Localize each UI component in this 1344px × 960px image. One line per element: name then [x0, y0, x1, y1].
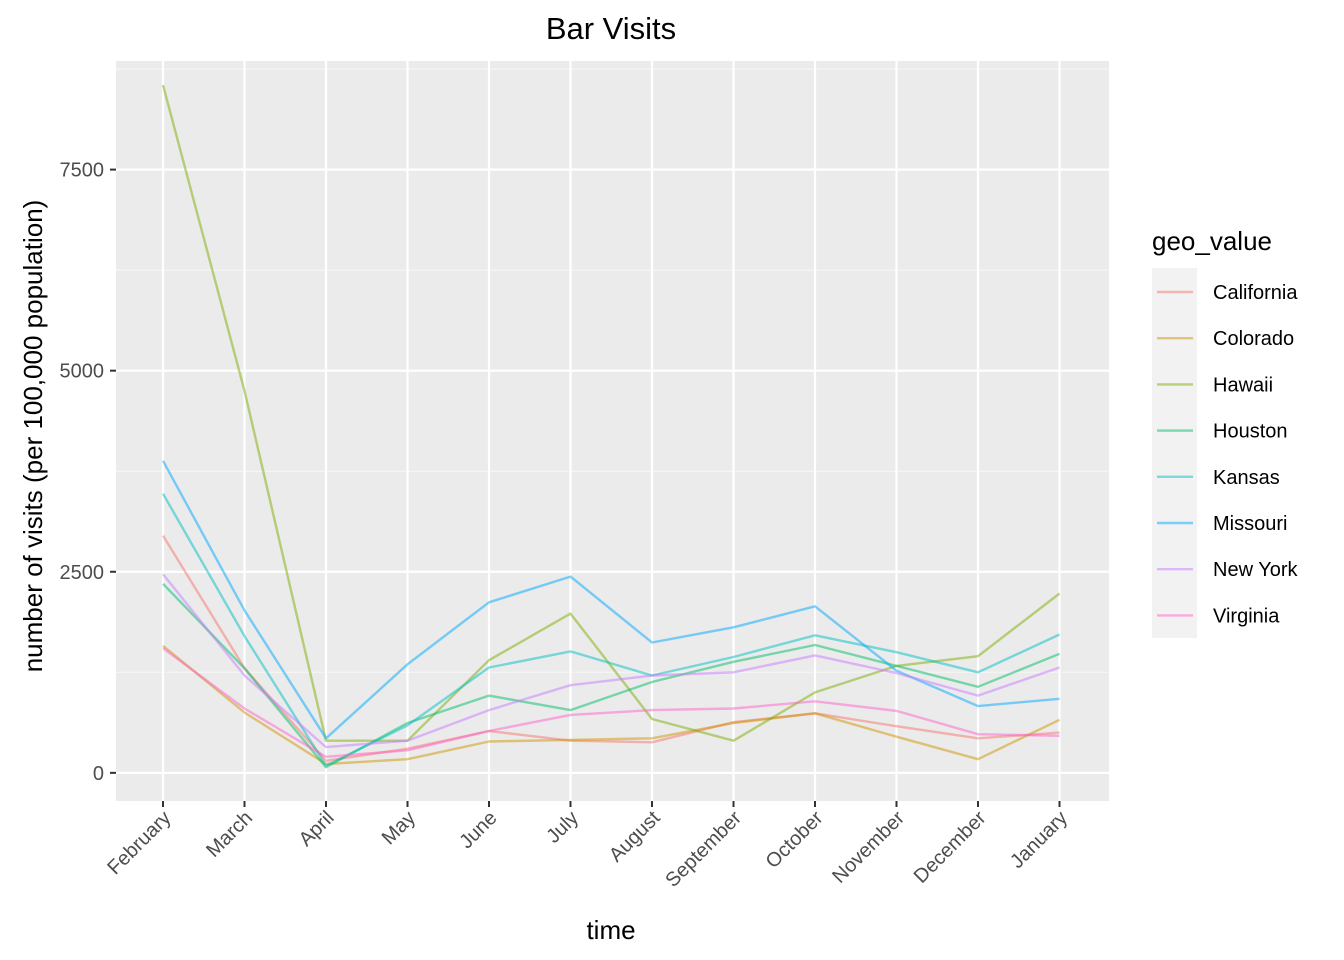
series-line-virginia [162, 647, 1060, 758]
x-tick-label: July [542, 807, 583, 848]
y-tick-label: 7500 [60, 160, 105, 182]
x-tick-label: December [910, 807, 991, 888]
x-tick-label: May [378, 807, 420, 849]
legend-item: New York [1157, 559, 1298, 581]
legend-label: Hawaii [1213, 374, 1273, 396]
legend-item: Virginia [1157, 605, 1280, 627]
x-tick-label: October [762, 807, 828, 873]
legend-item: California [1157, 282, 1298, 304]
legend-item: Colorado [1157, 328, 1294, 350]
y-tick-label: 0 [93, 763, 104, 785]
legend-item: Missouri [1157, 513, 1287, 535]
series-line-hawaii [161, 84, 1061, 742]
x-tick-label: September [661, 807, 746, 892]
legend-label: Kansas [1213, 467, 1280, 489]
legend-label: Houston [1213, 421, 1288, 443]
series-line-new-york [162, 573, 1060, 749]
y-axis-title: number of visits (per 100,000 population… [18, 200, 48, 673]
y-tick-label: 5000 [60, 361, 105, 383]
x-tick-label: February [103, 807, 175, 879]
series-line-colorado [162, 644, 1061, 766]
minor-gridlines [116, 68, 1109, 673]
legend-title: geo_value [1152, 226, 1272, 256]
major-gridlines [116, 61, 1109, 801]
series-line-houston [162, 582, 1060, 769]
legend-items: California Colorado Hawaii Houston Kansas Mis… [1157, 282, 1298, 627]
x-tick-label: June [455, 807, 501, 853]
x-tick-label: August [605, 807, 665, 867]
chart-title: Bar Visits [546, 11, 676, 46]
x-tick-label: April [295, 807, 339, 851]
x-axis-title: time [586, 915, 635, 945]
legend: geo_value California Colorado Hawaii Housto… [1152, 226, 1298, 638]
x-axis: February March April May June July AugustSepte… [103, 801, 1072, 892]
x-tick-label: November [828, 807, 909, 888]
legend-label: Colorado [1213, 328, 1294, 350]
legend-key-background [1152, 268, 1197, 638]
legend-item: Hawaii [1157, 374, 1273, 396]
legend-item: Kansas [1157, 467, 1280, 489]
series-line-kansas [161, 493, 1061, 767]
x-tick-label: January [1006, 807, 1072, 873]
legend-label: New York [1213, 559, 1298, 581]
x-tick-label: March [202, 807, 257, 862]
legend-label: California [1213, 282, 1298, 304]
y-axis: 0 2500 5000 7500 [60, 160, 116, 785]
legend-item: Houston [1157, 421, 1288, 443]
legend-label: Virginia [1213, 605, 1280, 627]
y-tick-label: 2500 [60, 562, 105, 584]
legend-label: Missouri [1213, 513, 1287, 535]
series-lines [161, 84, 1061, 769]
